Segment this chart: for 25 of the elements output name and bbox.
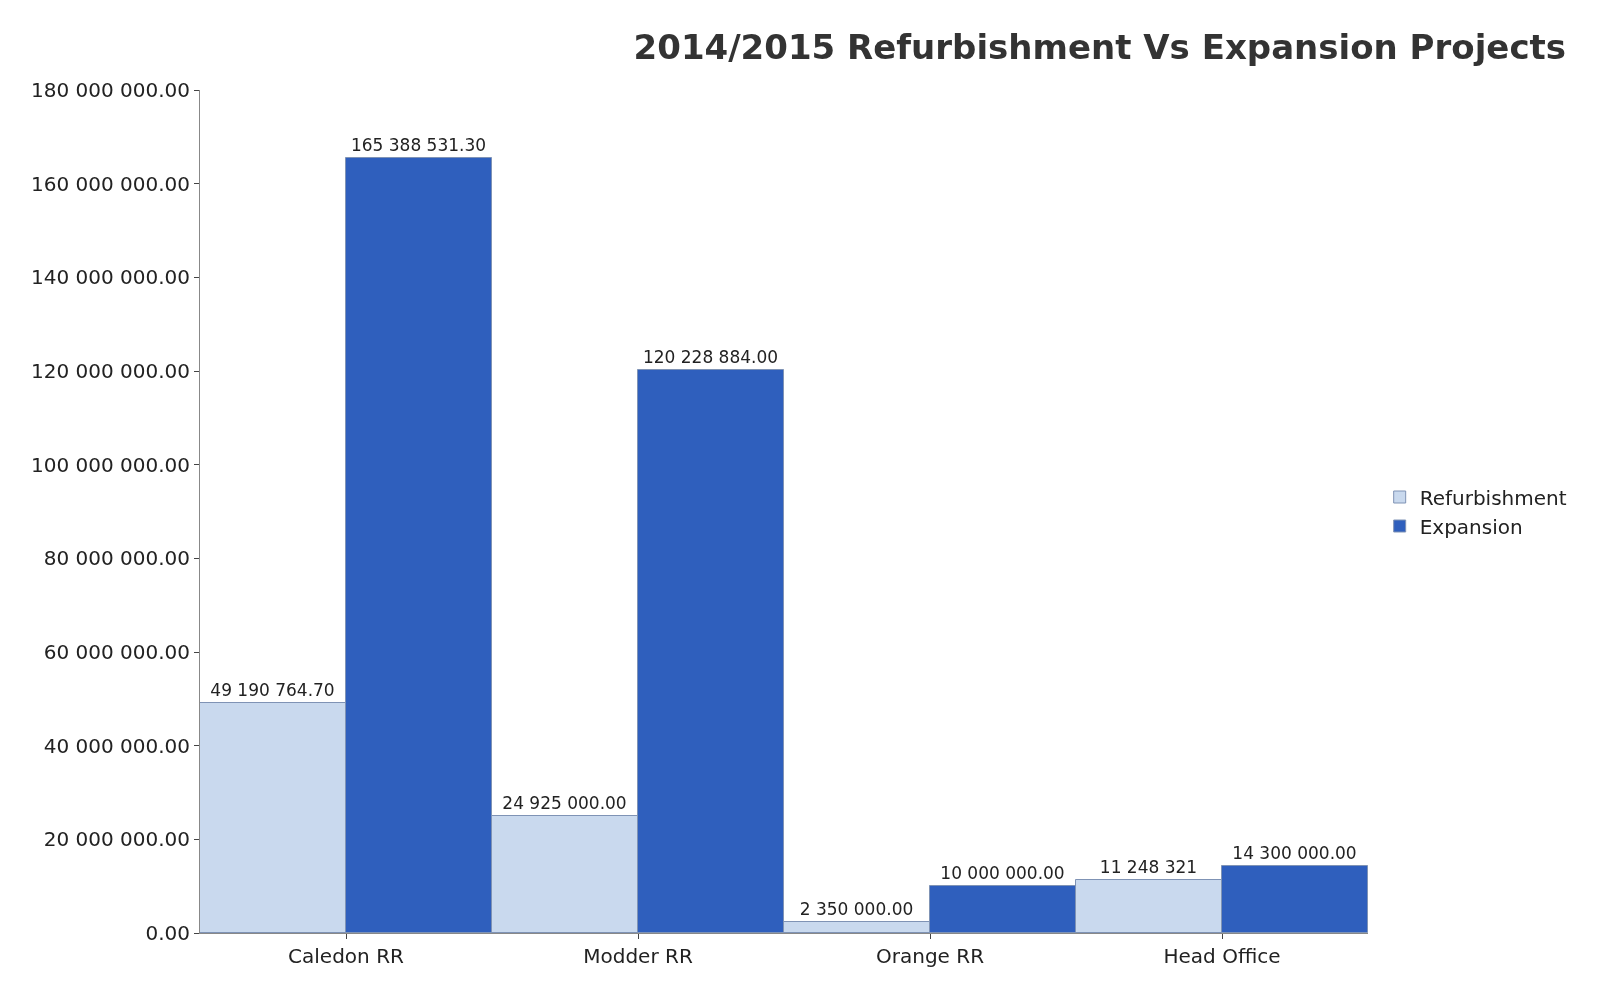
legend-label: Expansion [1419, 514, 1523, 539]
y-tick-label: 140 000 000.00 [30, 265, 190, 290]
legend-label: Refurbishment [1419, 485, 1567, 510]
y-tick-label: 100 000 000.00 [30, 452, 190, 477]
y-tick-label: 160 000 000.00 [30, 171, 190, 196]
data-label: 2 350 000.00 [799, 898, 914, 919]
chart-title: 2014/2015 Refurbishment Vs Expansion Projects [633, 26, 1567, 67]
y-tick-label: 120 000 000.00 [30, 359, 190, 383]
data-label: 165 388 531.30 [350, 134, 487, 155]
y-tick-label: 40 000 000.00 [43, 733, 190, 758]
x-tick-label: Caledon RR [288, 944, 405, 968]
x-tick-label: Orange RR [875, 944, 985, 968]
data-label: 120 228 884.00 [642, 346, 779, 367]
y-tick-label: 20 000 000.00 [43, 827, 190, 852]
y-tick-label: 60 000 000.00 [43, 640, 190, 664]
data-label: 11 248 321 [1099, 856, 1198, 877]
y-tick-label: 180 000 000.00 [30, 78, 190, 102]
y-tick-label: 80 000 000.00 [43, 546, 190, 571]
data-label: 24 925 000.00 [502, 792, 627, 813]
y-tick-label: 0.00 [145, 921, 190, 945]
x-tick-label: Modder RR [583, 944, 693, 968]
x-tick-label: Head Office [1163, 944, 1281, 968]
data-label: 14 300 000.00 [1232, 842, 1357, 863]
data-label: 10 000 000.00 [940, 862, 1065, 883]
data-label: 49 190 764.70 [210, 679, 335, 700]
